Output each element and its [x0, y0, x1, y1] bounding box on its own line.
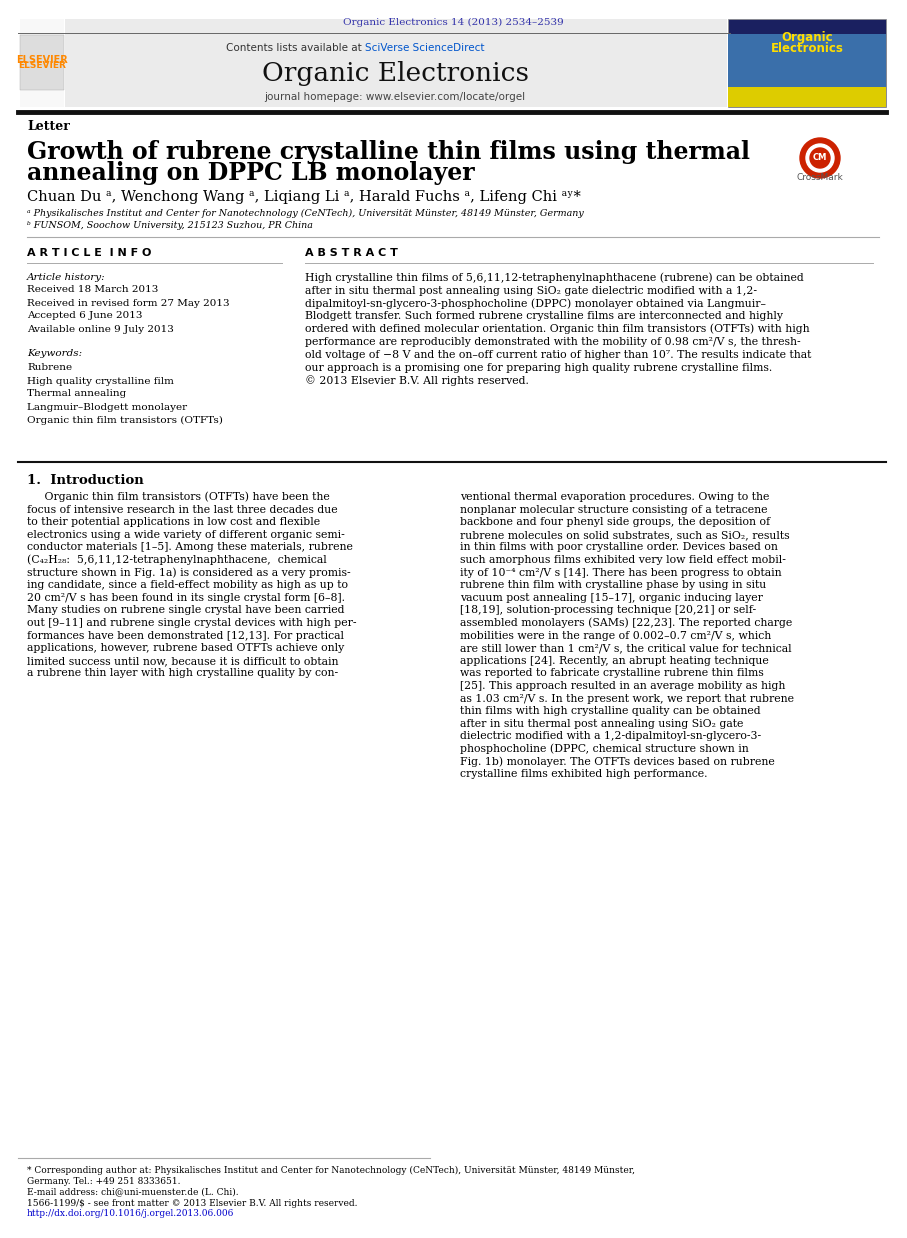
Text: CM: CM	[813, 154, 827, 162]
Text: in thin films with poor crystalline order. Devices based on: in thin films with poor crystalline orde…	[460, 542, 778, 552]
Text: CrossMark: CrossMark	[796, 173, 844, 182]
Text: ᵇ FUNSOM, Soochow University, 215123 Suzhou, PR China: ᵇ FUNSOM, Soochow University, 215123 Suz…	[27, 220, 313, 229]
Text: E-mail address: chi@uni-muenster.de (L. Chi).: E-mail address: chi@uni-muenster.de (L. …	[27, 1187, 239, 1196]
Text: Letter: Letter	[27, 120, 70, 134]
Text: Organic thin film transistors (OTFTs) have been the: Organic thin film transistors (OTFTs) ha…	[27, 491, 330, 503]
Text: Thermal annealing: Thermal annealing	[27, 390, 126, 399]
Text: 1.  Introduction: 1. Introduction	[27, 473, 143, 487]
Text: phosphocholine (DPPC, chemical structure shown in: phosphocholine (DPPC, chemical structure…	[460, 744, 749, 754]
Text: [25]. This approach resulted in an average mobility as high: [25]. This approach resulted in an avera…	[460, 681, 785, 691]
Text: a rubrene thin layer with high crystalline quality by con-: a rubrene thin layer with high crystalli…	[27, 669, 338, 678]
Text: 1566-1199/$ - see front matter © 2013 Elsevier B.V. All rights reserved.: 1566-1199/$ - see front matter © 2013 El…	[27, 1198, 357, 1207]
Text: Blodgett transfer. Such formed rubrene crystalline films are interconnected and : Blodgett transfer. Such formed rubrene c…	[305, 312, 783, 322]
Text: dipalmitoyl-sn-glycero-3-phosphocholine (DPPC) monolayer obtained via Langmuir–: dipalmitoyl-sn-glycero-3-phosphocholine …	[305, 298, 766, 310]
Text: structure shown in Fig. 1a) is considered as a very promis-: structure shown in Fig. 1a) is considere…	[27, 567, 351, 578]
Text: SciVerse ScienceDirect: SciVerse ScienceDirect	[365, 43, 484, 53]
Text: Organic thin film transistors (OTFTs): Organic thin film transistors (OTFTs)	[27, 416, 223, 425]
Text: old voltage of −8 V and the on–off current ratio of higher than 10⁷. The results: old voltage of −8 V and the on–off curre…	[305, 350, 812, 360]
Text: rubrene thin film with crystalline phase by using in situ: rubrene thin film with crystalline phase…	[460, 581, 766, 591]
Circle shape	[810, 149, 830, 168]
Text: ELSEVIER: ELSEVIER	[18, 61, 66, 69]
Text: ventional thermal evaporation procedures. Owing to the: ventional thermal evaporation procedures…	[460, 491, 769, 501]
Text: ity of 10⁻⁴ cm²/V s [14]. There has been progress to obtain: ity of 10⁻⁴ cm²/V s [14]. There has been…	[460, 567, 782, 578]
Text: assembled monolayers (SAMs) [22,23]. The reported charge: assembled monolayers (SAMs) [22,23]. The…	[460, 618, 792, 628]
Text: conductor materials [1–5]. Among these materials, rubrene: conductor materials [1–5]. Among these m…	[27, 542, 353, 552]
Text: ᵃ Physikalisches Institut and Center for Nanotechnology (CeNTech), Universität M: ᵃ Physikalisches Institut and Center for…	[27, 208, 584, 218]
Text: (C₄₂H₂₈:  5,6,11,12-tetraphenylnaphthacene,  chemical: (C₄₂H₂₈: 5,6,11,12-tetraphenylnaphthacen…	[27, 555, 327, 566]
Text: mobilities were in the range of 0.002–0.7 cm²/V s, which: mobilities were in the range of 0.002–0.…	[460, 630, 771, 640]
Text: Germany. Tel.: +49 251 8333651.: Germany. Tel.: +49 251 8333651.	[27, 1176, 180, 1186]
Text: © 2013 Elsevier B.V. All rights reserved.: © 2013 Elsevier B.V. All rights reserved…	[305, 375, 529, 386]
Bar	[728, 19, 886, 106]
Text: Organic: Organic	[781, 31, 833, 45]
Text: http://dx.doi.org/10.1016/j.orgel.2013.06.006: http://dx.doi.org/10.1016/j.orgel.2013.0…	[27, 1210, 234, 1218]
Text: [18,19], solution-processing technique [20,21] or self-: [18,19], solution-processing technique […	[460, 605, 756, 615]
Text: annealing on DPPC LB monolayer: annealing on DPPC LB monolayer	[27, 161, 474, 184]
Text: Available online 9 July 2013: Available online 9 July 2013	[27, 324, 174, 333]
Text: Fig. 1b) monolayer. The OTFTs devices based on rubrene: Fig. 1b) monolayer. The OTFTs devices ba…	[460, 756, 775, 766]
Text: thin films with high crystalline quality can be obtained: thin films with high crystalline quality…	[460, 706, 761, 717]
Text: Chuan Du ᵃ, Wenchong Wang ᵃ, Liqiang Li ᵃ, Harald Fuchs ᵃ, Lifeng Chi ᵃʸ*: Chuan Du ᵃ, Wenchong Wang ᵃ, Liqiang Li …	[27, 189, 580, 204]
Text: to their potential applications in low cost and flexible: to their potential applications in low c…	[27, 517, 320, 527]
Text: Accepted 6 June 2013: Accepted 6 June 2013	[27, 312, 142, 321]
Text: Rubrene: Rubrene	[27, 364, 73, 373]
Text: Keywords:: Keywords:	[27, 349, 83, 359]
Text: 20 cm²/V s has been found in its single crystal form [6–8].: 20 cm²/V s has been found in its single …	[27, 593, 345, 603]
Text: ing candidate, since a field-effect mobility as high as up to: ing candidate, since a field-effect mobi…	[27, 581, 348, 591]
Bar	[65, 19, 727, 106]
Circle shape	[800, 137, 840, 178]
Text: rubrene molecules on solid substrates, such as SiO₂, results: rubrene molecules on solid substrates, s…	[460, 530, 790, 540]
Text: Received in revised form 27 May 2013: Received in revised form 27 May 2013	[27, 298, 229, 307]
Text: Langmuir–Blodgett monolayer: Langmuir–Blodgett monolayer	[27, 402, 187, 411]
Text: journal homepage: www.elsevier.com/locate/orgel: journal homepage: www.elsevier.com/locat…	[265, 92, 525, 102]
Text: * Corresponding author at: Physikalisches Institut and Center for Nanotechnology: * Corresponding author at: Physikalische…	[27, 1165, 635, 1175]
Text: formances have been demonstrated [12,13]. For practical: formances have been demonstrated [12,13]…	[27, 630, 344, 640]
Text: focus of intensive research in the last three decades due: focus of intensive research in the last …	[27, 505, 337, 515]
Text: Article history:: Article history:	[27, 272, 105, 281]
Text: Electronics: Electronics	[771, 42, 844, 56]
Text: vacuum post annealing [15–17], organic inducing layer: vacuum post annealing [15–17], organic i…	[460, 593, 763, 603]
Text: Organic Electronics 14 (2013) 2534–2539: Organic Electronics 14 (2013) 2534–2539	[343, 17, 564, 26]
Text: ordered with defined molecular orientation. Organic thin film transistors (OTFTs: ordered with defined molecular orientati…	[305, 324, 810, 334]
Text: ELSEVIER: ELSEVIER	[16, 54, 68, 66]
Text: are still lower than 1 cm²/V s, the critical value for technical: are still lower than 1 cm²/V s, the crit…	[460, 644, 792, 654]
Bar	[728, 87, 886, 106]
Text: applications, however, rubrene based OTFTs achieve only: applications, however, rubrene based OTF…	[27, 644, 345, 654]
Text: crystalline films exhibited high performance.: crystalline films exhibited high perform…	[460, 769, 707, 779]
Text: as 1.03 cm²/V s. In the present work, we report that rubrene: as 1.03 cm²/V s. In the present work, we…	[460, 693, 794, 703]
Text: such amorphous films exhibited very low field effect mobil-: such amorphous films exhibited very low …	[460, 555, 785, 565]
Text: applications [24]. Recently, an abrupt heating technique: applications [24]. Recently, an abrupt h…	[460, 656, 769, 666]
Text: limited success until now, because it is difficult to obtain: limited success until now, because it is…	[27, 656, 338, 666]
Text: out [9–11] and rubrene single crystal devices with high per-: out [9–11] and rubrene single crystal de…	[27, 618, 356, 628]
Text: High quality crystalline film: High quality crystalline film	[27, 376, 174, 385]
Bar	[20, 19, 64, 106]
Text: A R T I C L E  I N F O: A R T I C L E I N F O	[27, 248, 151, 258]
Text: Received 18 March 2013: Received 18 March 2013	[27, 286, 159, 295]
Text: performance are reproducibly demonstrated with the mobility of 0.98 cm²/V s, the: performance are reproducibly demonstrate…	[305, 337, 801, 347]
Text: our approach is a promising one for preparing high quality rubrene crystalline f: our approach is a promising one for prep…	[305, 363, 772, 373]
Text: Many studies on rubrene single crystal have been carried: Many studies on rubrene single crystal h…	[27, 605, 345, 615]
Text: electronics using a wide variety of different organic semi-: electronics using a wide variety of diff…	[27, 530, 345, 540]
Text: Organic Electronics: Organic Electronics	[261, 61, 529, 85]
Text: was reported to fabricate crystalline rubrene thin films: was reported to fabricate crystalline ru…	[460, 669, 764, 678]
Text: dielectric modified with a 1,2-dipalmitoyl-sn-glycero-3-: dielectric modified with a 1,2-dipalmito…	[460, 732, 761, 742]
Text: Growth of rubrene crystalline thin films using thermal: Growth of rubrene crystalline thin films…	[27, 140, 750, 163]
Text: nonplanar molecular structure consisting of a tetracene: nonplanar molecular structure consisting…	[460, 505, 767, 515]
Text: High crystalline thin films of 5,6,11,12-tetraphenylnaphthacene (rubrene) can be: High crystalline thin films of 5,6,11,12…	[305, 272, 804, 284]
Bar	[728, 33, 886, 92]
Text: Contents lists available at: Contents lists available at	[226, 43, 365, 53]
Circle shape	[806, 144, 834, 172]
Text: after in situ thermal post annealing using SiO₂ gate dielectric modified with a : after in situ thermal post annealing usi…	[305, 286, 757, 296]
Text: backbone and four phenyl side groups, the deposition of: backbone and four phenyl side groups, th…	[460, 517, 770, 527]
Text: after in situ thermal post annealing using SiO₂ gate: after in situ thermal post annealing usi…	[460, 719, 744, 729]
Text: A B S T R A C T: A B S T R A C T	[305, 248, 398, 258]
Bar	[20, 35, 64, 90]
